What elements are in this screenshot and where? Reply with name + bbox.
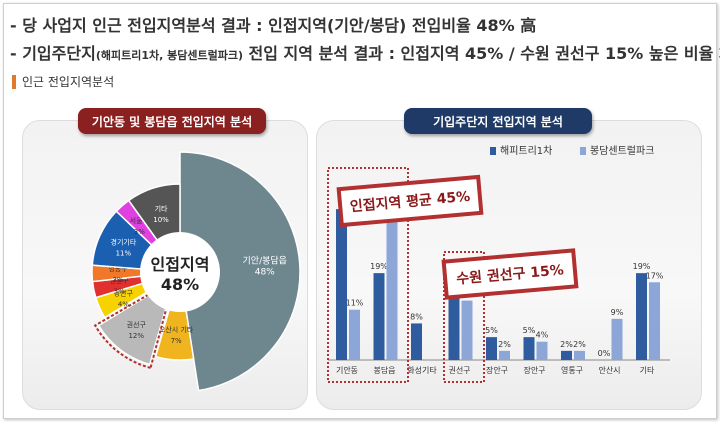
slice-label: 경기기타 (111, 238, 137, 247)
slice-label: 영통구 (108, 264, 128, 273)
bar (386, 209, 398, 360)
bar-value-label: 5% (523, 326, 536, 335)
bar-value-label: 17% (646, 271, 664, 280)
x-tick-label: 기타 (640, 366, 655, 375)
slice-label: 권선구 (127, 320, 147, 329)
legend-swatch (490, 147, 496, 155)
slice-label: 기안/봉담읍 (243, 254, 287, 266)
bar-value-label: 2% (498, 340, 511, 349)
headline-2-note: (해피트리1차, 봉담센트럴파크) (95, 49, 243, 62)
x-tick-label: 화성기타 (407, 366, 437, 375)
bar (349, 309, 360, 360)
callout-box (336, 174, 484, 228)
x-tick-label: 안산시 (598, 365, 620, 375)
bar (336, 209, 347, 360)
bar (486, 337, 497, 360)
pie-slice (179, 151, 301, 392)
headline-2: - 기입주단지(해피트리1차, 봉담센트럴파크) 전입 지역 분석 결과 : 인… (10, 40, 720, 64)
slice-label: 팔달구 (110, 275, 130, 284)
bar-value-label: 19% (633, 262, 651, 271)
x-tick-label: 영통구 (561, 365, 583, 375)
slice-percent: 4% (118, 300, 129, 308)
highlight-box-gwonseon (443, 251, 485, 383)
slice-label: 서울시 (130, 216, 149, 225)
pie-center-label: 인접지역 (151, 255, 210, 274)
bar (574, 350, 585, 360)
bar (448, 296, 460, 360)
section-marker (12, 74, 16, 89)
bar-value-label: 5% (485, 326, 498, 335)
headline-1: - 당 사업지 인근 전입지역분석 결과 : 인접지역(기안/봉담) 전입비율 … (10, 16, 537, 35)
bar-value-label: 2% (573, 340, 586, 349)
section-header: 인근 전입지역분석 (12, 73, 114, 90)
bar (611, 318, 623, 360)
bar (536, 341, 548, 360)
bar-value-label: 0% (598, 349, 611, 358)
bar-value-label: 8% (410, 312, 423, 321)
slice-label: 오산시 기타 (159, 325, 194, 334)
x-tick-label: 장안구 (523, 365, 545, 375)
bar (461, 300, 473, 360)
slice-percent: 3% (112, 276, 123, 284)
pie-hub (140, 232, 220, 312)
bar (636, 273, 647, 360)
left-panel-title: 기안동 및 봉담읍 전입지역 분석 (78, 108, 266, 134)
bar-value-label: 4% (536, 331, 549, 340)
callout-adjacent: 인접지역 평균 45% (336, 174, 484, 228)
x-tick-label: 권선구 (448, 365, 470, 375)
slice-percent: 10% (153, 216, 169, 224)
right-panel-title: 기입주단지 전입지역 분석 (404, 108, 592, 134)
bar-value-label: 11% (346, 299, 364, 308)
x-tick-label: 봉담읍 (373, 365, 395, 375)
slice-percent: 3% (114, 287, 125, 295)
slice-percent: 11% (116, 250, 132, 258)
bar (499, 350, 510, 360)
slice-percent: 3% (134, 228, 145, 236)
bar (373, 273, 385, 360)
x-tick-label: 장안구 (486, 365, 508, 375)
section-title: 인근 전입지역분석 (22, 75, 115, 89)
bar-value-label: 19% (370, 262, 388, 271)
slice-percent: 48% (255, 267, 275, 277)
bar-value-label: 9% (611, 308, 624, 317)
headline-2-body: 전입 지역 분석 결과 : 인접지역 45% / 수원 권선구 15% 높은 비… (242, 44, 720, 63)
slice-label: 장안구 (114, 288, 134, 297)
pie-center-value: 48% (161, 275, 199, 294)
highlight-box-adjacent (327, 167, 409, 383)
legend-label: 해피트리1차 (500, 144, 552, 157)
legend-label: 봉담센트럴파크 (590, 144, 654, 157)
slice-label: 기타 (155, 204, 168, 213)
legend-swatch (580, 147, 586, 155)
headline-2-prefix: - 기입주단지 (10, 44, 96, 63)
bar (561, 350, 572, 360)
slice-percent: 7% (171, 337, 182, 345)
callout-box (441, 248, 579, 300)
bar (649, 282, 660, 360)
x-tick-label: 기안동 (336, 365, 358, 375)
bar-value-label: 2% (560, 340, 573, 349)
bar (411, 323, 422, 360)
slice-percent: 12% (128, 332, 144, 340)
callout-gwonseon: 수원 권선구 15% (441, 248, 579, 300)
bar (523, 337, 535, 360)
